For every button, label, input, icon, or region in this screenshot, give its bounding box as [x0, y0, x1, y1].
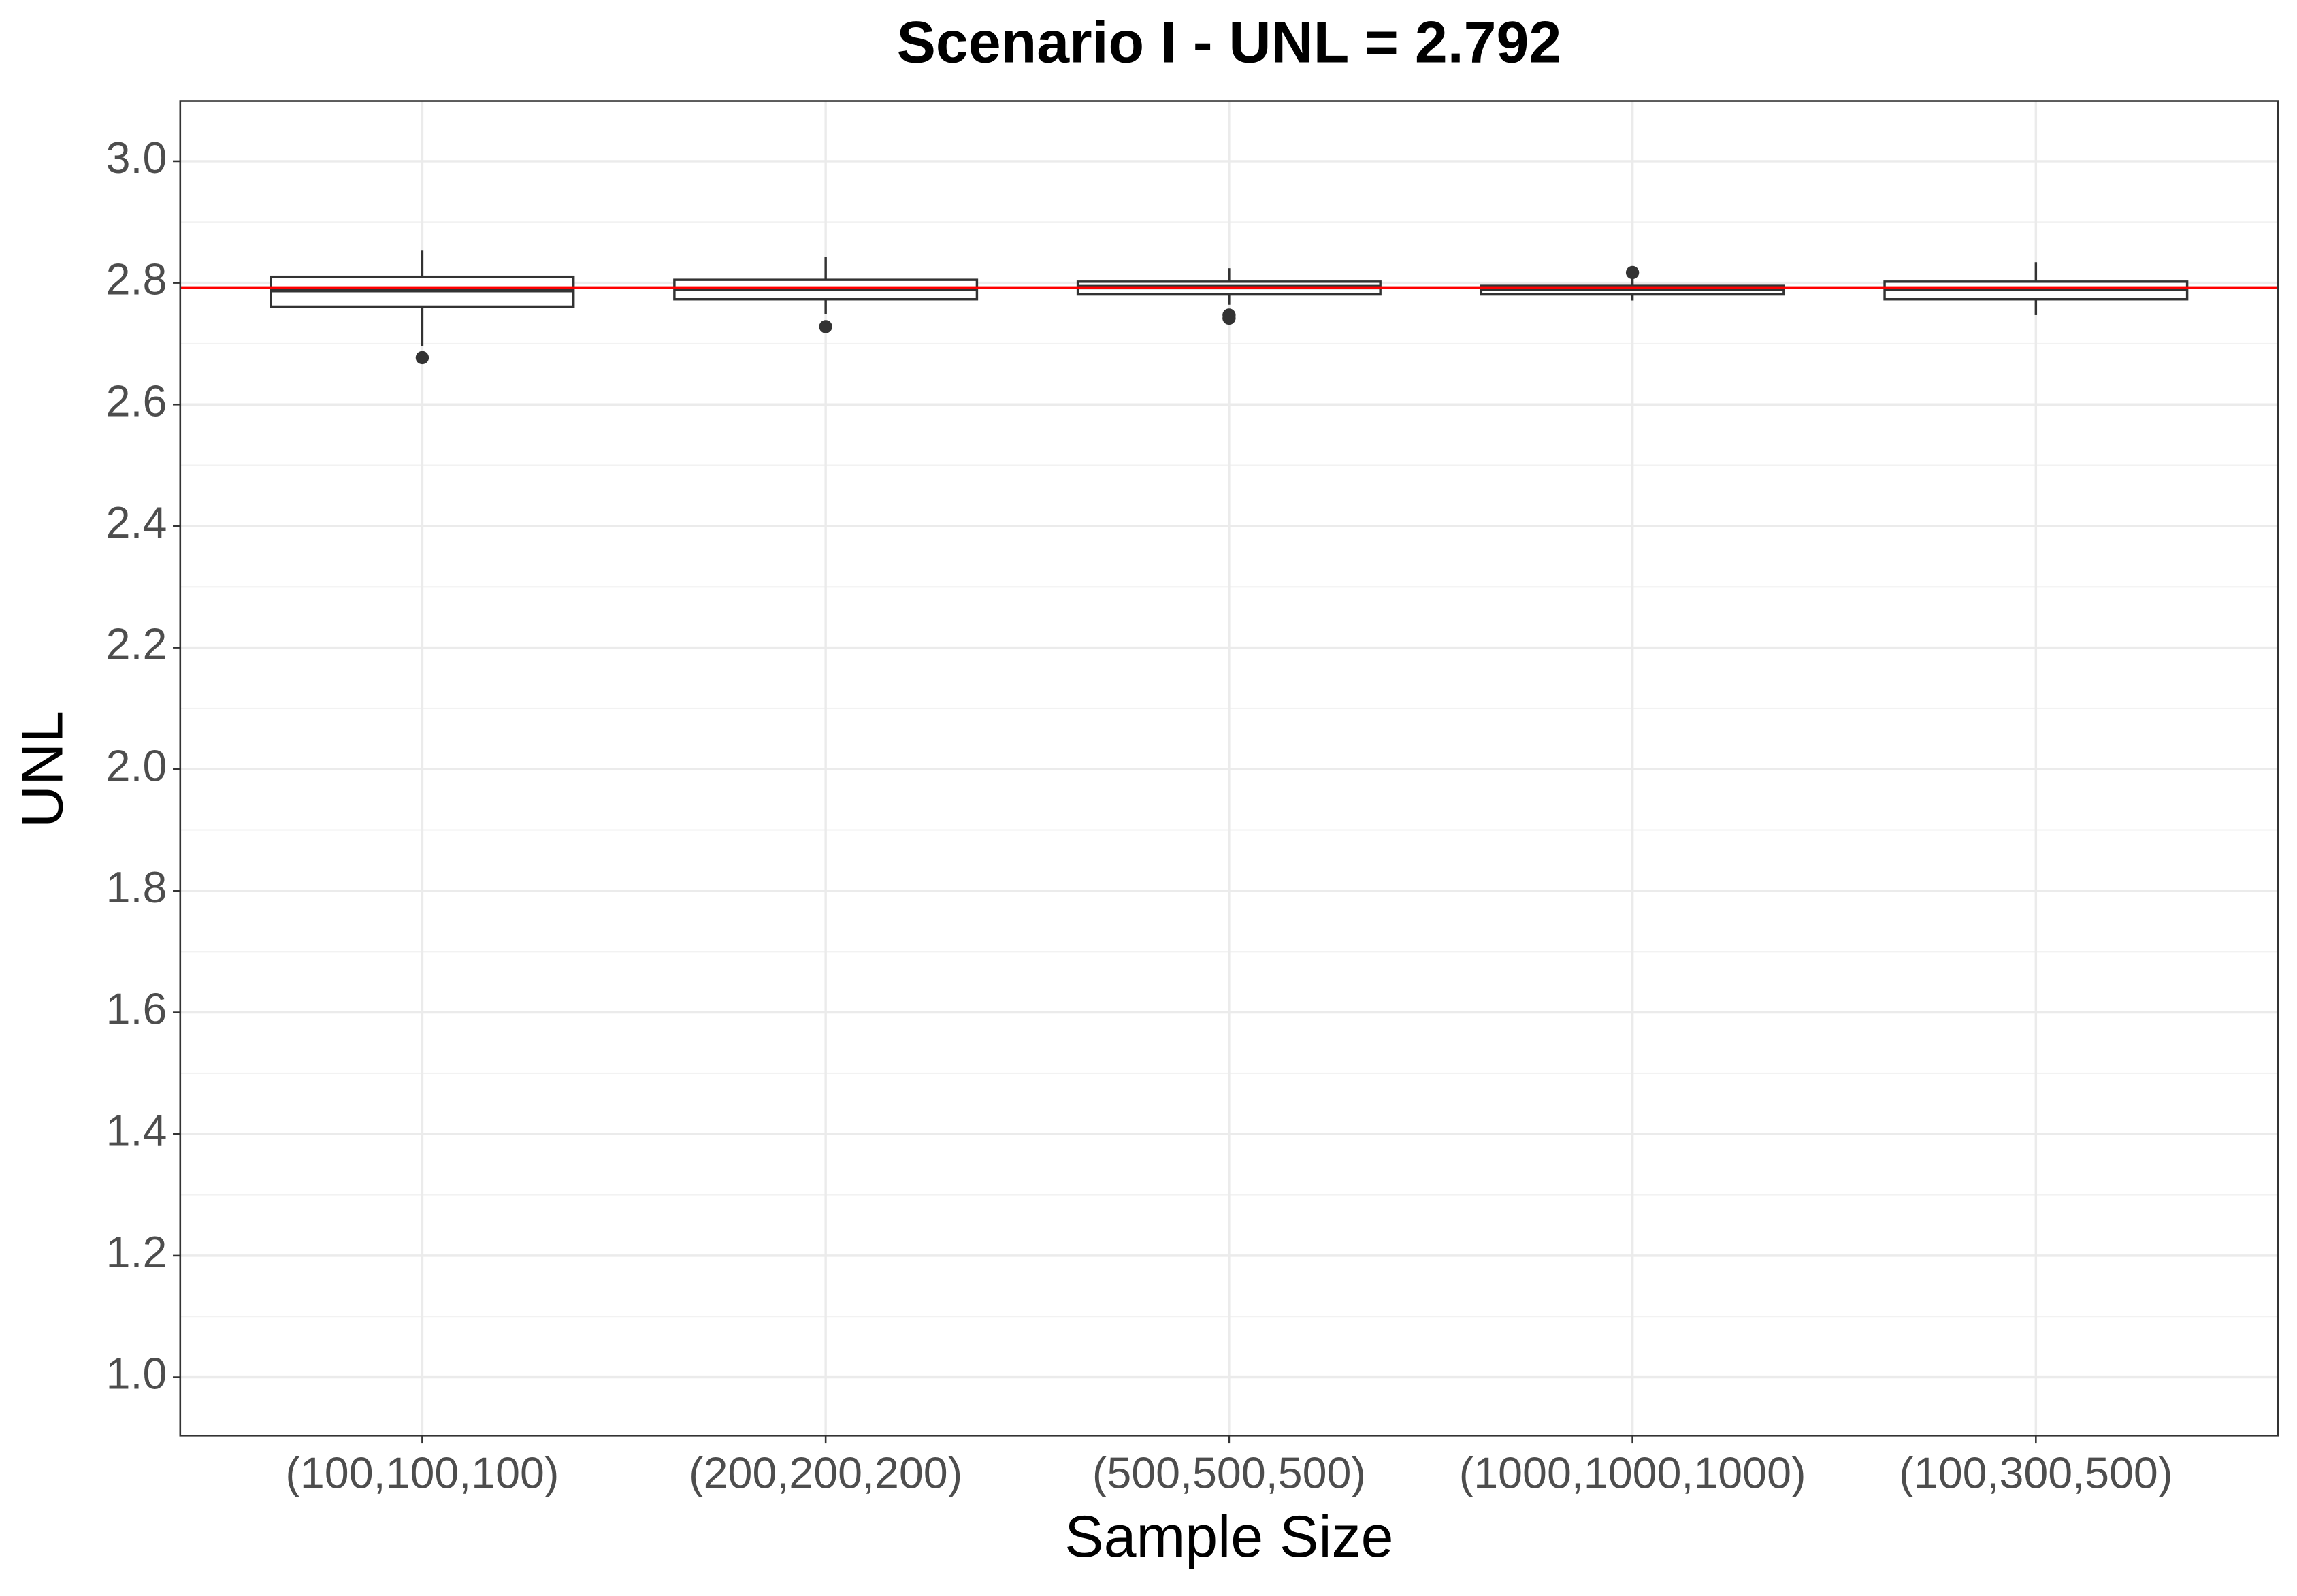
x-tick-label: (1000,1000,1000)	[1459, 1449, 1806, 1498]
y-tick-label: 1.2	[106, 1228, 167, 1277]
x-tick-label: (500,500,500)	[1092, 1449, 1366, 1498]
x-tick-label: (100,300,500)	[1899, 1449, 2172, 1498]
x-tick-label: (200,200,200)	[689, 1449, 962, 1498]
outlier	[819, 320, 832, 333]
y-tick-label: 2.4	[106, 498, 167, 547]
chart-title: Scenario I - UNL = 2.792	[896, 10, 1561, 76]
y-tick-label: 3.0	[106, 133, 167, 182]
x-tick-label: (100,100,100)	[285, 1449, 559, 1498]
marks	[180, 250, 2278, 365]
y-tick-label: 2.8	[106, 255, 167, 304]
outlier	[415, 351, 429, 365]
outlier	[1625, 265, 1640, 280]
y-tick-label: 1.8	[106, 863, 167, 912]
y-tick-label: 2.2	[106, 620, 167, 669]
x-axis-title: Sample Size	[1064, 1504, 1393, 1569]
y-axis-title: UNL	[10, 711, 76, 828]
y-tick-label: 2.6	[106, 376, 167, 425]
y-tick-label: 1.0	[106, 1350, 167, 1399]
y-tick-label: 1.6	[106, 985, 167, 1034]
outlier	[1222, 311, 1236, 325]
y-tick-label: 2.0	[106, 741, 167, 790]
y-tick-label: 1.4	[106, 1106, 167, 1155]
